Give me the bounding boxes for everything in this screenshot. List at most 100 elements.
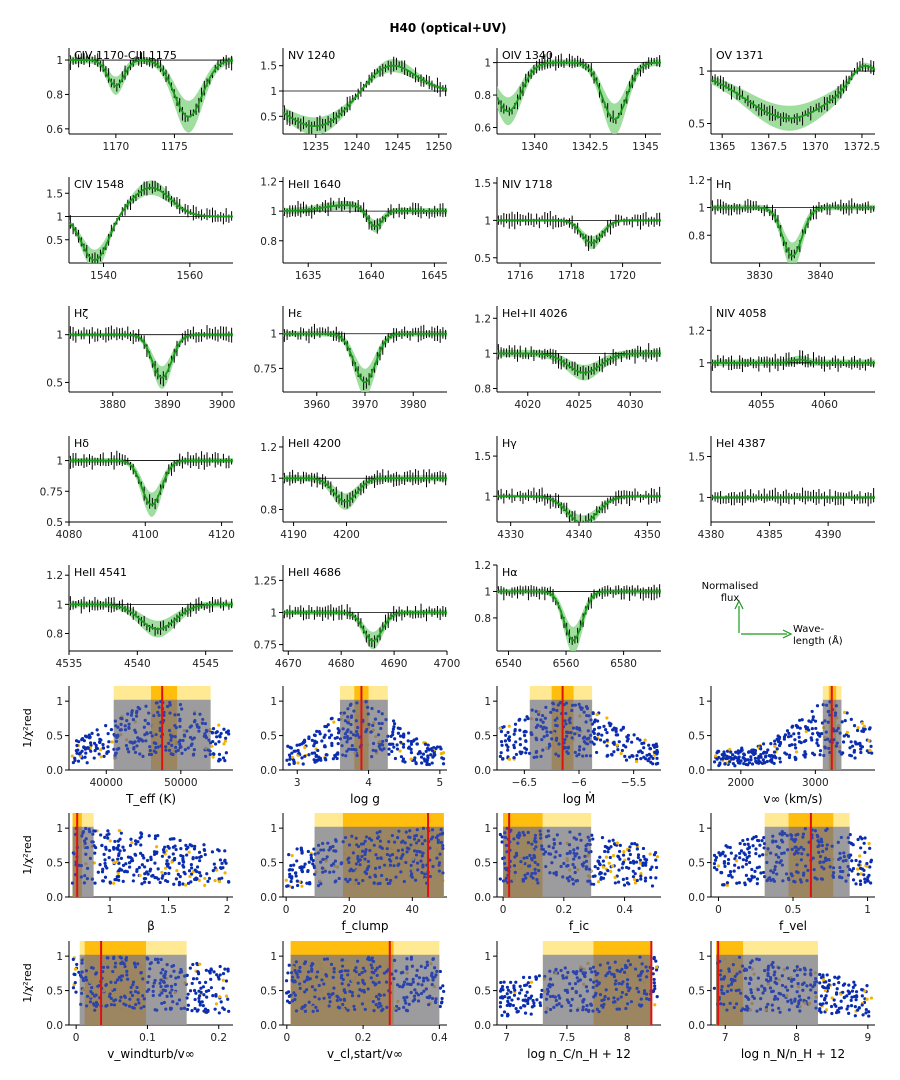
param-panel-2-point-193 [619, 751, 623, 756]
param-panel-8-point-109 [212, 970, 216, 974]
param-panel-1-point-272 [333, 753, 337, 758]
param-panel-6-point-201 [611, 838, 615, 842]
param-panel-2-point-119 [602, 740, 606, 744]
param-panel-5-point-125 [287, 853, 291, 857]
param-panel-2-point-70 [630, 740, 634, 744]
param-panel-5-point-282 [307, 882, 311, 886]
param-panel-5-overlap-region [314, 826, 444, 897]
param-panel-6-point-202 [627, 866, 631, 870]
param-panel-7-point-59 [744, 873, 748, 877]
param-panel-7-point-180 [721, 883, 725, 887]
param-panel-10-point-24 [537, 974, 541, 978]
param-panel-10-point-168 [529, 1012, 533, 1016]
param-panel-2-point-51 [602, 724, 606, 728]
param-panel-8-point-171 [71, 986, 76, 990]
param-panel-4-point-197 [172, 837, 176, 841]
param-panel-4-point-184 [132, 873, 136, 877]
param-panel-4-point-252 [154, 851, 159, 855]
param-panel-6-point-88 [628, 845, 632, 849]
param-panel-2-point-49 [605, 731, 609, 735]
panel-6-xtick-label-1: 1718 [558, 270, 585, 282]
param-panel-3-point-21 [798, 726, 802, 730]
param-panel-1-point-141 [293, 749, 298, 753]
panel-18-label: Hα [502, 566, 518, 579]
panel-11: 4055 4060 1 1.2 NIV 4058 [688, 306, 875, 411]
panel-1-model-line [283, 64, 447, 128]
param-panel-3-point-200 [774, 756, 778, 760]
panel-12-label: Hδ [74, 437, 89, 450]
param-panel-10-point-219 [498, 989, 503, 993]
param-panel-5-point-216 [284, 878, 288, 882]
param-panel-3-point-244 [759, 755, 763, 759]
panel-7-ytick-label-0: 0.8 [688, 230, 705, 242]
param-panel-6-ytick-label-1: 0.5 [474, 858, 491, 870]
param-panel-3-point-59 [859, 747, 863, 751]
param-panel-4-point-94 [164, 849, 168, 853]
param-panel-5-point-237 [286, 884, 290, 888]
param-panel-2-point-227 [609, 722, 613, 726]
param-panel-10-point-44 [654, 959, 658, 963]
panel-13-model-line [283, 477, 447, 503]
param-panel-5-point-147 [303, 862, 307, 866]
panel-2-ytick-label-0: 0.6 [474, 123, 491, 135]
param-panel-2-point-283 [623, 754, 627, 759]
panel-16-xtick-label-0: 4535 [56, 658, 83, 670]
param-panel-0-point-52 [217, 723, 221, 727]
panel-18-ytick-label-0: 0.8 [474, 613, 491, 625]
panel-7-xtick-label-1: 3840 [807, 270, 834, 282]
param-panel-0-point-164 [222, 742, 226, 746]
panel-13-model-band [283, 475, 447, 510]
param-panel-8-ytick-label-2: 1 [56, 951, 63, 963]
param-panel-6-ytick-label-0: 0.0 [474, 892, 491, 904]
param-panel-1-point-56 [409, 742, 414, 746]
param-panel-1-point-146 [310, 738, 314, 742]
param-panel-2-point-199 [517, 718, 521, 722]
panel-18-xtick-label-0: 6540 [495, 658, 522, 670]
param-panel-3-point-218 [842, 710, 847, 714]
param-panel-5-point-172 [295, 879, 299, 883]
param-panel-3-point-123 [804, 729, 808, 734]
param-panel-1-point-212 [312, 751, 317, 755]
param-panel-4-point-173 [150, 874, 154, 878]
param-panel-3-point-65 [786, 735, 791, 739]
param-panel-1-point-257 [333, 736, 337, 740]
param-panel-1-point-182 [287, 762, 291, 766]
param-panel-4-point-123 [224, 861, 228, 865]
param-panel-6-point-23 [607, 839, 611, 843]
param-panel-10-point-59 [653, 984, 657, 988]
param-panel-5-point-298 [309, 853, 313, 857]
param-panel-4-point-70 [192, 847, 197, 851]
param-panel-3-point-296 [715, 751, 719, 755]
param-panel-7-point-40 [746, 842, 750, 846]
panel-16-model-line [69, 603, 233, 631]
param-panel-3-point-233 [869, 744, 873, 748]
param-panel-4-point-47 [187, 850, 191, 854]
param-panel-10-point-141 [519, 1006, 523, 1010]
param-panel-8-point-241 [186, 992, 190, 996]
param-panel-8-point-152 [199, 986, 203, 990]
param-panel-2-point-211 [649, 754, 653, 758]
panel-12-ytick-label-2: 1 [56, 456, 63, 468]
param-panel-3-point-197 [787, 731, 791, 735]
param-panel-4-point-207 [142, 877, 146, 881]
panel-2-xtick-label-2: 1345 [632, 141, 659, 153]
param-panel-4-point-289 [171, 852, 175, 856]
panel-13-ytick-label-2: 1.2 [260, 442, 277, 454]
param-panel-3-point-277 [723, 761, 727, 766]
param-panel-2-point-173 [614, 733, 618, 737]
param-panel-4-point-222 [186, 881, 191, 885]
param-panel-7-point-203 [715, 868, 719, 872]
panel-3-model-line [711, 64, 875, 120]
param-panel-1-point-109 [406, 739, 410, 743]
param-panel-4-point-170 [223, 858, 227, 862]
param-panel-4-point-183 [145, 858, 150, 863]
param-panel-8-point-75 [201, 985, 206, 989]
panel-18-xtick-label-1: 6560 [553, 658, 580, 670]
param-panel-3-point-276 [761, 758, 765, 762]
param-panel-6-point-19 [608, 855, 612, 860]
param-panel-7-point-67 [717, 851, 721, 855]
param-panel-3-point-170 [764, 754, 768, 758]
panel-17-model-band [283, 609, 447, 650]
panel-12-xtick-label-0: 4080 [56, 529, 83, 541]
panel-1-model-band [283, 59, 447, 134]
